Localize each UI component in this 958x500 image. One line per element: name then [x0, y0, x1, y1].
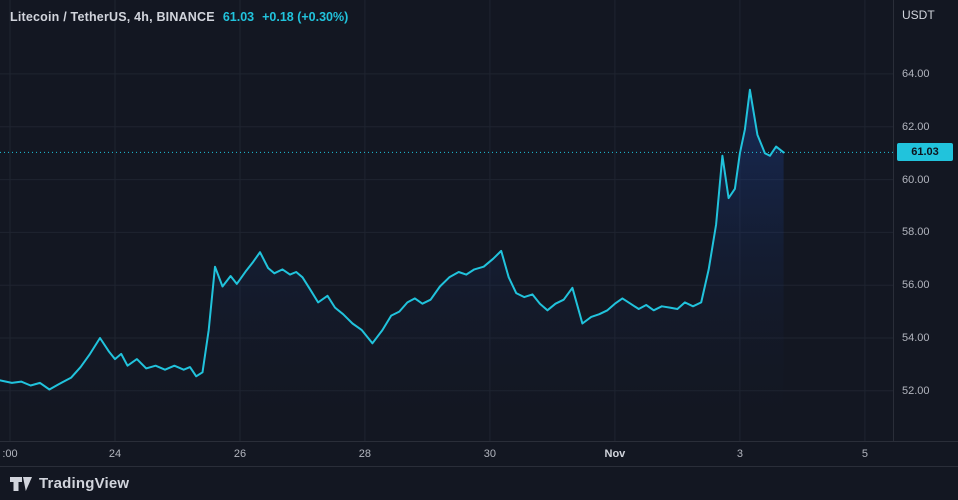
price-tick-label: 62.00 [902, 121, 930, 133]
price-axis[interactable]: USDT 61.03 64.00 62.00 60.00 58.00 56.00 54.0… [893, 0, 958, 441]
price-tick-label: 52.00 [902, 385, 930, 397]
price-tick-label: 54.00 [902, 332, 930, 344]
price-tick-label: 60.00 [902, 174, 930, 186]
area-fill [0, 90, 784, 441]
price-tick-label: 56.00 [902, 279, 930, 291]
symbol-legend[interactable]: Litecoin / TetherUS, 4h, BINANCE 61.03 +… [10, 9, 348, 25]
time-tick-label: 26 [234, 448, 246, 460]
price-tick-label: 58.00 [902, 226, 930, 238]
time-tick-label: 30 [484, 448, 496, 460]
last-price-badge: 61.03 [897, 143, 953, 161]
time-tick-label: 5 [862, 448, 868, 460]
tradingview-brand[interactable]: TradingView [39, 475, 129, 492]
axis-currency-label: USDT [902, 8, 935, 22]
price-change-text: +0.18 (+0.30%) [262, 9, 348, 25]
price-chart-pane[interactable] [0, 0, 893, 441]
time-axis[interactable]: :00 24 26 28 30 Nov 3 5 [0, 441, 958, 467]
footer: TradingView [10, 467, 129, 500]
time-tick-label: 28 [359, 448, 371, 460]
last-price-text: 61.03 [223, 9, 254, 25]
time-tick-label: 24 [109, 448, 121, 460]
tradingview-logo-icon[interactable] [10, 477, 32, 491]
time-tick-label: 3 [737, 448, 743, 460]
price-tick-label: 64.00 [902, 68, 930, 80]
chart-root: Litecoin / TetherUS, 4h, BINANCE 61.03 +… [0, 0, 958, 500]
symbol-title[interactable]: Litecoin / TetherUS, 4h, BINANCE [10, 9, 215, 25]
time-tick-label: Nov [605, 448, 626, 460]
time-tick-label: :00 [2, 448, 17, 460]
